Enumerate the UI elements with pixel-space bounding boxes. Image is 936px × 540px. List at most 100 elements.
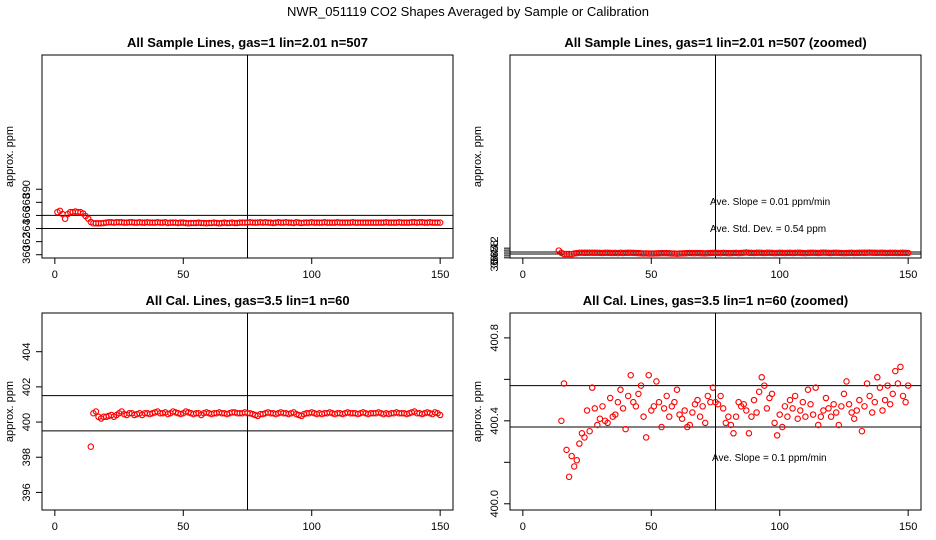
chart-3-point	[856, 396, 863, 404]
chart-3-point	[827, 413, 835, 420]
chart-3-point	[897, 363, 904, 371]
panel-cal-lines: All Cal. Lines, gas=3.5 lin=1 n=60 0 50 100…	[4, 293, 454, 533]
chart-3-point	[655, 398, 663, 406]
chart-3-point	[730, 430, 737, 437]
chart-3-point	[576, 440, 583, 447]
chart-3-point	[789, 405, 796, 412]
chart-3-point	[627, 371, 634, 379]
chart-3-xtick-label: 150	[899, 521, 917, 533]
chart-3-point	[761, 382, 768, 389]
chart-1-xtick-label: 100	[771, 269, 789, 281]
chart-3-point	[771, 419, 778, 427]
chart-3-point	[786, 396, 794, 404]
chart-3-point	[820, 407, 827, 414]
chart-0-xtick-label: 0	[52, 269, 58, 281]
chart-1-annotation: Ave. Slope = 0.01 ppm/min	[710, 197, 830, 208]
chart-2-title: All Cal. Lines, gas=3.5 lin=1 n=60	[145, 293, 349, 308]
chart-3-point	[743, 407, 750, 414]
chart-3-point	[809, 411, 817, 418]
chart-3-point	[624, 392, 632, 400]
panel-sample-lines-zoomed: All Sample Lines, gas=1 lin=2.01 n=507 (…	[472, 35, 922, 281]
chart-3-point	[892, 367, 899, 375]
chart-3-ytick-label: 400.8	[489, 324, 501, 352]
chart-3-point	[876, 384, 884, 391]
chart-3-point	[843, 378, 850, 385]
chart-3-point	[709, 384, 717, 391]
chart-3-point	[658, 423, 665, 431]
chart-3-point	[599, 403, 606, 410]
chart-3-ytick-label: 400.4	[489, 407, 501, 435]
chart-3-point	[614, 398, 622, 406]
chart-3-point	[722, 419, 730, 427]
chart-0-ylabel: approx. ppm	[4, 126, 16, 187]
chart-3-point	[594, 421, 601, 429]
chart-3-point	[740, 400, 748, 408]
page-title: NWR_051119 CO2 Shapes Averaged by Sample…	[286, 4, 650, 19]
chart-3-point	[583, 407, 591, 414]
chart-3-ytick-label: 400.0	[489, 490, 501, 518]
chart-0-xtick-label: 100	[303, 269, 321, 281]
chart-3-point	[632, 403, 640, 410]
chart-2-ytick-label: 402	[21, 378, 33, 396]
chart-3-point	[719, 405, 727, 412]
chart-3-point	[570, 463, 578, 470]
chart-3-point	[681, 407, 688, 414]
chart-3-point	[596, 415, 604, 423]
chart-3-point	[694, 396, 701, 404]
chart-3-point	[565, 473, 573, 481]
chart-2-ylabel: approx. ppm	[4, 381, 16, 442]
chart-3-point	[768, 390, 776, 398]
chart-2-xtick-label: 150	[431, 521, 449, 533]
chart-3-point	[894, 380, 902, 387]
chart-0-ytick-label: 366	[21, 206, 33, 224]
chart-1-point	[904, 249, 912, 257]
chart-3-point	[861, 403, 868, 410]
chart-0-xtick-label: 50	[177, 269, 189, 281]
chart-3-point	[802, 413, 809, 420]
chart-1-ytick-label: 364.4	[489, 244, 501, 272]
chart-3-point	[886, 400, 894, 408]
chart-3-point	[797, 407, 804, 414]
chart-0-ytick-label: 360	[21, 246, 33, 264]
chart-3-point	[858, 427, 866, 435]
chart-2-ytick-label: 396	[21, 483, 33, 501]
chart-3-title: All Cal. Lines, gas=3.5 lin=1 n=60 (zoom…	[583, 293, 849, 308]
chart-3-point	[604, 419, 611, 427]
chart-3-point	[666, 413, 673, 420]
chart-3-point	[799, 398, 807, 406]
chart-3-point	[704, 392, 712, 400]
chart-3-point	[619, 405, 627, 412]
chart-3-point	[884, 382, 891, 389]
chart-3-point	[663, 392, 670, 400]
chart-3-point	[581, 434, 588, 441]
chart-3-point	[678, 415, 686, 423]
chart-2-ytick-label: 398	[21, 448, 33, 466]
chart-3-point	[763, 405, 771, 412]
chart-3-point	[591, 405, 599, 412]
chart-1-ytick-label: 365.2	[489, 236, 501, 264]
chart-1-ytick-label: 364.8	[489, 240, 501, 268]
panel-cal-lines-zoomed: All Cal. Lines, gas=3.5 lin=1 n=60 (zoom…	[472, 293, 922, 533]
chart-3-point	[753, 409, 760, 416]
chart-3-point	[640, 413, 647, 420]
chart-3-point	[807, 400, 814, 408]
chart-3-point	[699, 403, 706, 410]
chart-3-point	[558, 417, 565, 425]
chart-1-title: All Sample Lines, gas=1 lin=2.01 n=507 (…	[564, 35, 866, 50]
chart-3-point	[622, 425, 629, 433]
chart-3-point	[673, 386, 681, 393]
chart-0-ytick-label: 362	[21, 232, 33, 250]
chart-3-point	[835, 421, 843, 429]
chart-3-point	[853, 407, 861, 414]
chart-3-point	[850, 415, 858, 423]
chart-3-point	[822, 394, 830, 402]
chart-3-point	[637, 382, 645, 389]
chart-1-point	[902, 249, 909, 257]
chart-3-point	[812, 384, 819, 391]
chart-3-point	[642, 434, 650, 441]
chart-3-point	[573, 456, 581, 464]
chart-3-point	[848, 409, 855, 416]
chart-3-point	[660, 405, 668, 412]
chart-3-point	[868, 409, 876, 416]
